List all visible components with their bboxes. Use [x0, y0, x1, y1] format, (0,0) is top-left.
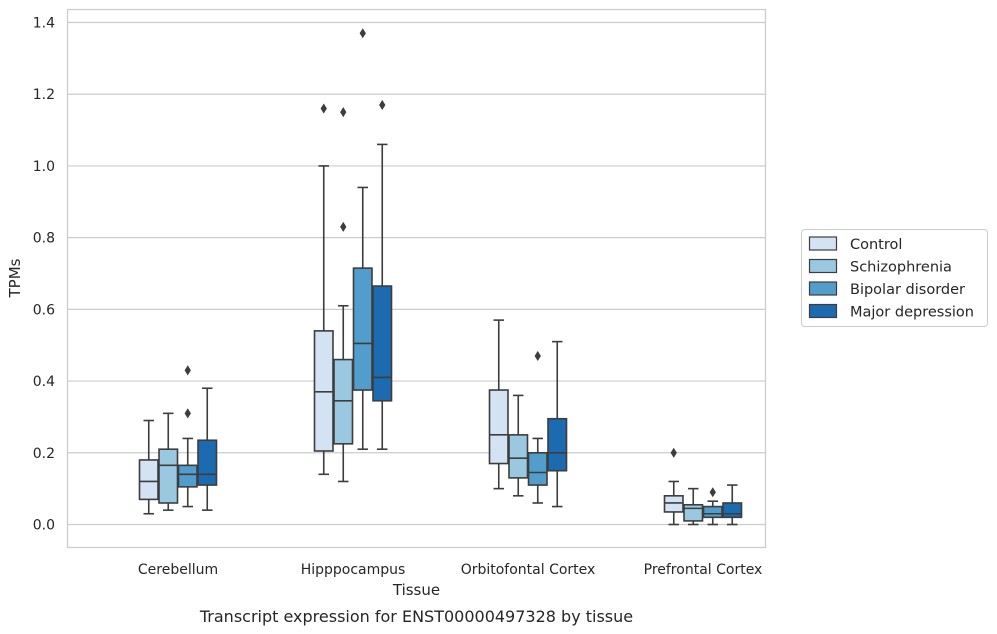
x-tick-labels: Cerebellum Hipppocampus Orbitofontal Corte…	[138, 562, 762, 578]
legend-label: Bipolar disorder	[850, 282, 965, 298]
y-axis-label: TPMs	[6, 258, 24, 298]
box-major-depression	[547, 417, 568, 472]
outlier-point	[534, 350, 541, 362]
chart-caption: Transcript expression for ENST0000049732…	[199, 607, 633, 626]
box-control	[663, 495, 684, 513]
outlier-point	[320, 103, 327, 114]
outlier-point	[340, 221, 347, 232]
box-bipolar-disorder	[702, 505, 723, 519]
outlier-point	[340, 107, 347, 118]
y-tick-label: 0.8	[33, 231, 55, 247]
legend-swatch	[808, 303, 838, 319]
y-tick-label: 0.4	[33, 374, 55, 390]
outlier-point	[184, 408, 191, 419]
box-schizophrenia	[683, 503, 704, 522]
box-bipolar-disorder	[352, 267, 373, 391]
y-tick-label: 0.2	[33, 446, 55, 462]
box-major-depression	[197, 439, 218, 486]
box-major-depression	[372, 285, 393, 402]
plot-area	[66, 8, 767, 549]
legend-label: Control	[850, 237, 902, 253]
x-tick-label: Cerebellum	[138, 562, 218, 578]
box-groups	[138, 28, 743, 526]
legend-frame	[801, 229, 988, 327]
outlier-point	[184, 365, 191, 376]
y-tick-label: 0.6	[33, 302, 55, 318]
outlier-point	[709, 487, 716, 498]
box-major-depression	[722, 502, 743, 519]
x-axis-label: Tissue	[392, 581, 440, 599]
box-group-cerebellum	[138, 365, 218, 515]
legend-label: Schizophrenia	[850, 260, 952, 276]
box-control	[488, 389, 509, 465]
legend-label: Major depression	[850, 305, 974, 321]
box-group-prefrontal-cortex	[663, 447, 743, 526]
box-group-hipppocampus	[313, 28, 393, 483]
grid-lines	[67, 21, 766, 526]
box-bipolar-disorder	[177, 464, 198, 488]
box-control	[313, 330, 334, 452]
outlier-point	[670, 447, 677, 458]
box-group-orbitofontal-cortex	[488, 319, 568, 508]
x-tick-label: Hipppocampus	[301, 562, 406, 578]
x-tick-label: Prefrontal Cortex	[644, 562, 763, 578]
legend-swatch	[808, 258, 838, 274]
box-schizophrenia	[333, 358, 354, 445]
x-tick-label: Orbitofontal Cortex	[461, 562, 596, 578]
y-tick-label: 1.4	[33, 16, 55, 32]
legend: Control Schizophrenia Bipolar disorder Majo…	[801, 229, 988, 327]
box-schizophrenia	[158, 448, 179, 504]
legend-swatch	[808, 236, 838, 251]
y-tick-label: 1.2	[33, 87, 55, 103]
y-tick-labels: 0.0 0.2 0.4 0.6 0.8 1.0 1.2 1.4	[33, 16, 55, 534]
outlier-point	[379, 99, 386, 111]
outlier-point	[359, 28, 366, 39]
legend-swatch	[808, 281, 838, 296]
box-bipolar-disorder	[527, 451, 548, 486]
y-tick-label: 1.0	[33, 159, 55, 175]
box-schizophrenia	[508, 434, 529, 479]
box-control	[138, 459, 159, 501]
y-tick-label: 0.0	[33, 518, 55, 534]
